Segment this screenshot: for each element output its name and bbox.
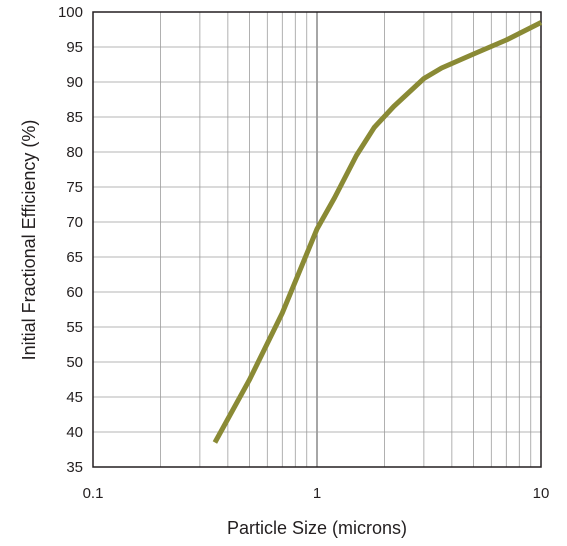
y-tick-label: 90 [66, 74, 83, 91]
x-tick-labels: 0.1 1 10 [83, 485, 550, 502]
plot-frame [92, 11, 542, 468]
horizontal-gridlines [93, 46, 541, 433]
y-tick-label: 80 [66, 144, 83, 161]
y-tick-label: 85 [66, 109, 83, 126]
y-tick-label: 100 [58, 4, 83, 21]
y-tick-label: 60 [66, 284, 83, 301]
x-axis-title: Particle Size (microns) [227, 518, 407, 538]
y-tick-label: 35 [66, 459, 83, 476]
y-tick-label: 50 [66, 354, 83, 371]
y-tick-label: 95 [66, 39, 83, 56]
y-tick-label: 40 [66, 424, 83, 441]
y-tick-label: 70 [66, 214, 83, 231]
x-tick-label: 1 [313, 485, 321, 502]
y-tick-label: 65 [66, 249, 83, 266]
y-tick-label: 55 [66, 319, 83, 336]
efficiency-curve [212, 20, 543, 444]
y-tick-label: 45 [66, 389, 83, 406]
y-tick-labels: 35 40 45 50 55 60 65 70 75 80 85 90 95 100 [58, 4, 83, 476]
y-tick-label: 75 [66, 179, 83, 196]
x-tick-label: 10 [533, 485, 550, 502]
x-tick-label: 0.1 [83, 485, 104, 502]
vertical-gridlines [160, 12, 532, 467]
y-axis-title: Initial Fractional Efficiency (%) [19, 120, 39, 361]
